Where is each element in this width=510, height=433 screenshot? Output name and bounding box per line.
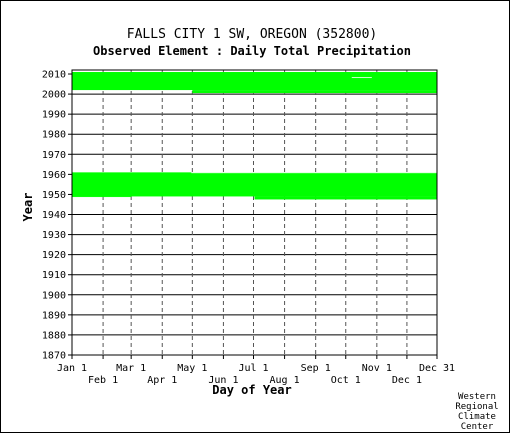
x-axis-title: Day of Year — [212, 383, 291, 397]
credit-line-3: Climate — [458, 412, 496, 422]
data-block — [192, 90, 437, 94]
y-tick-label: 1970 — [42, 150, 66, 161]
chart-subtitle: Observed Element : Daily Total Precipita… — [93, 44, 411, 58]
credit-line-2: Regional — [455, 402, 498, 412]
credit-text: Western Regional Climate Center — [455, 392, 498, 432]
x-tick-label: Jun 1 — [208, 375, 238, 386]
x-tick-label: Mar 1 — [116, 363, 146, 374]
y-tick-label: 1950 — [42, 190, 66, 201]
x-tick-label: Apr 1 — [147, 375, 177, 386]
data-gap — [351, 77, 372, 79]
x-tick-label: Oct 1 — [331, 375, 361, 386]
y-axis-title: Year — [21, 193, 35, 222]
x-tick-label: Feb 1 — [88, 375, 118, 386]
y-tick-label: 1980 — [42, 130, 66, 141]
plot-border — [71, 69, 438, 356]
y-tick-label: 1900 — [42, 290, 66, 301]
credit-line-1: Western — [458, 392, 496, 402]
x-tick-label: May 1 — [177, 363, 207, 374]
y-tick-label: 2010 — [42, 70, 66, 81]
x-tick-label: Nov 1 — [362, 363, 392, 374]
y-tick-label: 2000 — [42, 90, 66, 101]
data-gap — [191, 172, 437, 174]
y-tick-label: 1880 — [42, 330, 66, 341]
x-tick-label: Dec 31 — [419, 363, 455, 374]
y-tick-label: 1920 — [42, 250, 66, 261]
y-tick-label: 1910 — [42, 270, 66, 281]
y-tick-label: 1870 — [42, 351, 66, 362]
x-tick-label: Jan 1 — [57, 363, 87, 374]
data-block — [72, 72, 437, 91]
chart-title: FALLS CITY 1 SW, OREGON (352800) — [127, 27, 377, 42]
data-block — [254, 196, 437, 200]
data-block — [72, 196, 132, 198]
y-tick-label: 1890 — [42, 310, 66, 321]
y-tick-label: 1930 — [42, 230, 66, 241]
data-block — [72, 172, 437, 197]
credit-line-4: Center — [461, 422, 494, 432]
x-tick-label: Aug 1 — [270, 375, 300, 386]
x-tick-label: Sep 1 — [301, 363, 331, 374]
plot-background — [72, 70, 437, 355]
x-tick-label: Dec 1 — [392, 375, 422, 386]
plot-area: 1870 1880 1890 1900 1910 1920 1930 1940 1950 1960… — [42, 69, 455, 386]
y-tick-label: 1940 — [42, 210, 66, 221]
x-tick-label: Jul 1 — [238, 363, 268, 374]
y-tick-label: 1960 — [42, 170, 66, 181]
y-tick-label: 1990 — [42, 110, 66, 121]
